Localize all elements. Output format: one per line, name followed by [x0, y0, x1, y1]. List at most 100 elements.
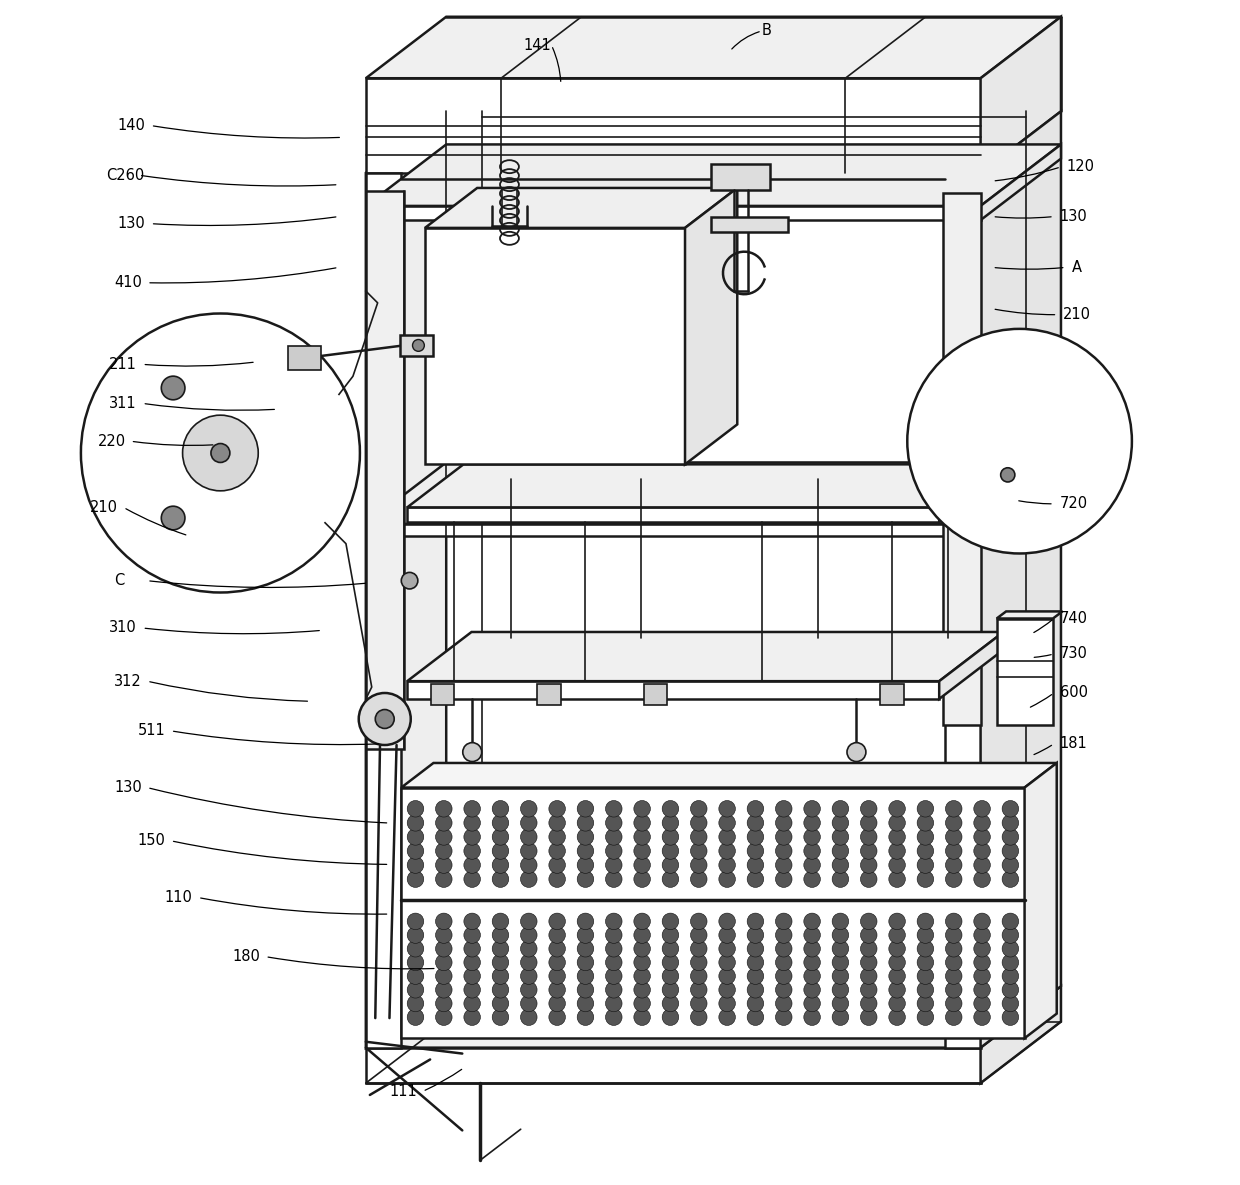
Polygon shape: [366, 17, 1061, 78]
Circle shape: [577, 857, 594, 873]
Circle shape: [634, 914, 651, 930]
Circle shape: [945, 857, 962, 873]
Polygon shape: [945, 173, 981, 1048]
Circle shape: [464, 801, 480, 818]
Text: A: A: [1071, 260, 1081, 275]
Circle shape: [973, 995, 991, 1012]
Circle shape: [662, 927, 678, 943]
Polygon shape: [425, 228, 684, 465]
Polygon shape: [366, 1048, 981, 1083]
Circle shape: [748, 995, 764, 1012]
Circle shape: [804, 941, 821, 957]
Circle shape: [889, 828, 905, 845]
Circle shape: [1002, 843, 1018, 859]
Circle shape: [407, 814, 424, 831]
Polygon shape: [997, 611, 1063, 619]
Polygon shape: [1024, 763, 1056, 1038]
Circle shape: [804, 927, 821, 943]
Circle shape: [464, 828, 480, 845]
Polygon shape: [366, 986, 1061, 1048]
Circle shape: [521, 941, 537, 957]
Circle shape: [435, 968, 453, 985]
Circle shape: [832, 981, 848, 998]
Circle shape: [577, 843, 594, 859]
Circle shape: [577, 995, 594, 1012]
Circle shape: [662, 995, 678, 1012]
Circle shape: [463, 743, 481, 762]
Circle shape: [945, 828, 962, 845]
Circle shape: [549, 968, 565, 985]
Circle shape: [407, 927, 424, 943]
Polygon shape: [407, 507, 939, 521]
Circle shape: [832, 968, 848, 985]
Circle shape: [662, 941, 678, 957]
Circle shape: [861, 871, 877, 888]
Circle shape: [748, 871, 764, 888]
Text: 720: 720: [1060, 497, 1087, 512]
Circle shape: [889, 995, 905, 1012]
Circle shape: [719, 843, 735, 859]
Circle shape: [1002, 814, 1018, 831]
Circle shape: [577, 814, 594, 831]
Circle shape: [402, 572, 418, 589]
Text: 210: 210: [91, 500, 118, 514]
Circle shape: [605, 871, 622, 888]
Text: 210: 210: [1064, 307, 1091, 322]
Circle shape: [832, 1008, 848, 1025]
Circle shape: [804, 857, 821, 873]
Circle shape: [775, 954, 792, 971]
Circle shape: [775, 871, 792, 888]
Circle shape: [407, 968, 424, 985]
Circle shape: [407, 1008, 424, 1025]
Text: 141: 141: [523, 38, 551, 52]
Circle shape: [464, 1008, 480, 1025]
Circle shape: [691, 1008, 707, 1025]
Circle shape: [832, 871, 848, 888]
Polygon shape: [981, 145, 1061, 220]
Text: 310: 310: [109, 621, 138, 635]
Circle shape: [549, 914, 565, 930]
Bar: [288, 346, 321, 370]
Polygon shape: [366, 173, 402, 1048]
Circle shape: [719, 968, 735, 985]
Circle shape: [435, 871, 453, 888]
Circle shape: [407, 801, 424, 818]
Circle shape: [605, 995, 622, 1012]
Circle shape: [407, 871, 424, 888]
Polygon shape: [684, 188, 738, 465]
Circle shape: [605, 1008, 622, 1025]
Circle shape: [605, 968, 622, 985]
Circle shape: [973, 941, 991, 957]
Text: C260: C260: [105, 167, 144, 182]
Circle shape: [407, 914, 424, 930]
Text: 120: 120: [1066, 160, 1095, 174]
Circle shape: [605, 857, 622, 873]
Polygon shape: [981, 986, 1061, 1083]
Circle shape: [918, 995, 934, 1012]
Circle shape: [804, 801, 821, 818]
Circle shape: [435, 857, 453, 873]
Circle shape: [719, 927, 735, 943]
Circle shape: [861, 941, 877, 957]
Circle shape: [464, 927, 480, 943]
Circle shape: [691, 968, 707, 985]
Circle shape: [804, 995, 821, 1012]
Circle shape: [775, 814, 792, 831]
Circle shape: [492, 968, 508, 985]
Circle shape: [435, 801, 453, 818]
Circle shape: [691, 871, 707, 888]
Circle shape: [577, 968, 594, 985]
Circle shape: [748, 914, 764, 930]
Circle shape: [804, 968, 821, 985]
Bar: [880, 684, 904, 705]
Bar: [644, 684, 667, 705]
Circle shape: [719, 954, 735, 971]
Circle shape: [521, 954, 537, 971]
Polygon shape: [366, 206, 981, 220]
Circle shape: [691, 927, 707, 943]
Circle shape: [1002, 981, 1018, 998]
Circle shape: [1002, 941, 1018, 957]
Circle shape: [211, 443, 229, 462]
Circle shape: [691, 995, 707, 1012]
Text: B: B: [761, 24, 771, 38]
